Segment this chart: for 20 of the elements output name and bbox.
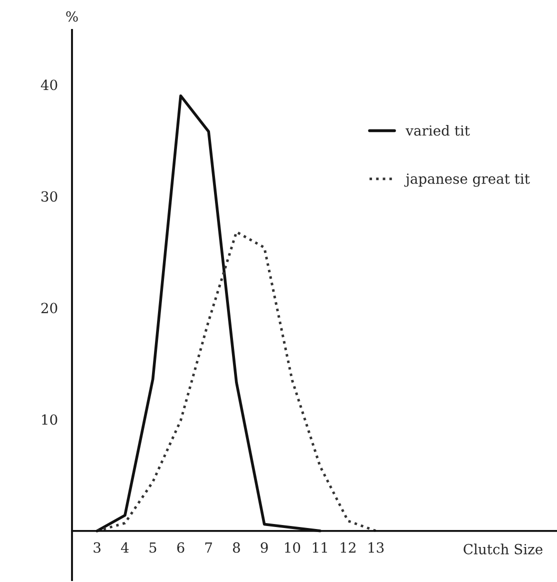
y-tick-label: 40 — [40, 80, 58, 90]
line-series — [96, 230, 378, 532]
x-tick-label: 11 — [312, 542, 327, 553]
x-tick-label: 6 — [177, 542, 184, 553]
x-tick-label: 10 — [285, 542, 300, 553]
y-tick-label: 10 — [42, 414, 58, 425]
x-tick-label: 7 — [205, 542, 212, 553]
x-tick-label: 12 — [340, 542, 356, 553]
y-tick-label: 30 — [41, 191, 58, 202]
x-tick-label: 9 — [260, 542, 268, 553]
x-tick-label: 5 — [150, 542, 156, 553]
legend-label: varied tit — [406, 125, 470, 136]
y-tick-label: 20 — [41, 302, 58, 314]
x-tick-label: 13 — [368, 542, 384, 553]
x-tick-label: 8 — [232, 542, 240, 553]
x-axis-title: Clutch Size — [464, 544, 542, 554]
y-axis-title: % — [66, 11, 78, 22]
x-tick-label: 3 — [94, 542, 100, 553]
legend-label: japanese great tit — [404, 174, 530, 187]
x-tick-label: 4 — [120, 542, 129, 553]
